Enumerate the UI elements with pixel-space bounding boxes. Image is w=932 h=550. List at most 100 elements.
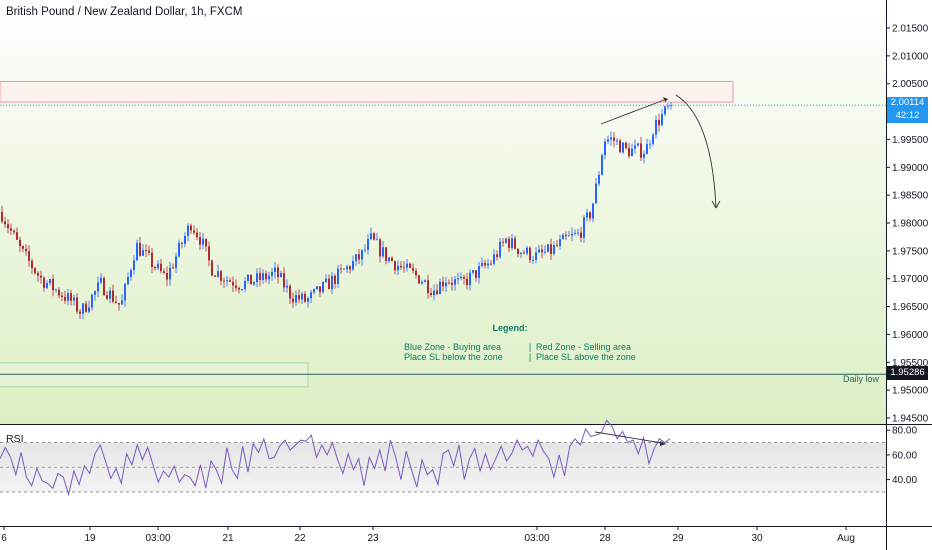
rsi-pane[interactable] (0, 419, 886, 526)
candle-body (469, 272, 471, 286)
candle-body (388, 257, 390, 262)
candle-body (64, 296, 66, 301)
candle-body (217, 271, 219, 277)
candle-body (232, 281, 234, 286)
candle-body (55, 289, 57, 291)
candle-body (622, 142, 624, 153)
candle-body (274, 267, 276, 273)
candle-body (67, 293, 69, 301)
candle-body (409, 263, 411, 268)
candle-body (199, 237, 201, 245)
legend-blue-line2: Place SL below the zone (404, 352, 503, 362)
candle-body (514, 238, 516, 249)
main-pane[interactable] (0, 0, 886, 424)
candle-body (478, 266, 480, 278)
candle-body (169, 267, 171, 280)
candle-body (523, 252, 525, 254)
candle-body (178, 242, 180, 257)
price-tick-label: 1.96000 (892, 330, 929, 341)
rsi-trendline[interactable] (594, 431, 663, 444)
candle-body (463, 276, 465, 279)
candle-body (637, 143, 639, 146)
candle-body (448, 282, 450, 284)
candle-body (19, 239, 21, 247)
current-price-badge[interactable]: 2.00114 42:12 (887, 97, 928, 123)
candle-body (511, 238, 513, 248)
candle-body (241, 289, 243, 290)
candle-body (163, 271, 165, 273)
candle-body (430, 292, 432, 296)
candle-body (460, 276, 462, 279)
candle-body (553, 245, 555, 254)
zones-layer (0, 80, 734, 388)
projection-arrowhead (711, 200, 721, 209)
price-axis[interactable]: 2.01500 2.01000 2.00500 1.99500 1.99000 1.985… (886, 24, 929, 425)
candle-body (85, 303, 87, 312)
candle-body (34, 268, 36, 273)
candle-body (652, 134, 654, 144)
candle-body (433, 290, 435, 296)
candles-layer (1, 102, 672, 320)
candle-body (322, 281, 324, 293)
candle-body (268, 275, 270, 280)
candle-body (364, 249, 366, 251)
candle-body (352, 261, 354, 270)
candle-body (112, 290, 114, 302)
candle-body (442, 281, 444, 287)
candle-body (583, 217, 585, 238)
candle-body (316, 286, 318, 290)
time-tick-label: 30 (751, 533, 763, 544)
candle-body (358, 254, 360, 260)
candle-body (634, 145, 636, 149)
projection-arrow[interactable] (675, 94, 717, 209)
candle-body (337, 268, 339, 284)
legend-heading: Legend: (492, 323, 528, 333)
daily-low-badge[interactable]: 1.95286 (887, 366, 928, 380)
candle-body (265, 273, 267, 280)
candle-body (397, 265, 399, 271)
candle-body (259, 273, 261, 280)
rsi-axis[interactable]: 80.00 60.00 40.00 (886, 426, 917, 486)
candle-body (466, 278, 468, 286)
candle-body (271, 272, 273, 276)
candle-body (643, 154, 645, 158)
candle-body (193, 230, 195, 233)
candle-body (148, 250, 150, 253)
candle-body (508, 238, 510, 248)
candle-body (355, 254, 357, 262)
candle-body (37, 272, 39, 276)
candle-body (211, 260, 213, 276)
candle-body (49, 279, 51, 284)
candle-body (475, 270, 477, 278)
price-tick-label: 1.98500 (892, 191, 929, 202)
candle-body (142, 250, 144, 256)
rsi-tick-label: 40.00 (892, 475, 917, 486)
bar-countdown: 42:12 (895, 109, 920, 121)
candle-body (340, 268, 342, 270)
buy-zone[interactable] (0, 362, 309, 388)
candle-body (526, 247, 528, 254)
candle-body (289, 285, 291, 299)
price-tick-label: 2.01500 (892, 24, 929, 35)
candle-body (25, 248, 27, 252)
price-tick-label: 2.01000 (892, 51, 929, 62)
candle-body (418, 275, 420, 284)
candle-body (250, 274, 252, 285)
candle-body (547, 244, 549, 252)
candle-body (382, 247, 384, 257)
candle-body (97, 282, 99, 292)
time-tick-label: 03:00 (524, 533, 549, 544)
candle-body (406, 263, 408, 268)
sell-zone[interactable] (0, 80, 734, 103)
candle-body (118, 302, 120, 305)
candle-body (595, 183, 597, 204)
price-trendline[interactable] (600, 99, 665, 125)
candle-body (586, 212, 588, 218)
price-tick-label: 1.97000 (892, 274, 929, 285)
candle-body (346, 266, 348, 270)
candle-body (328, 278, 330, 290)
candle-body (613, 137, 615, 141)
candle-body (28, 251, 30, 261)
time-axis[interactable]: 6 19 03:00 21 22 23 03:00 28 29 30 Aug (1, 526, 855, 544)
